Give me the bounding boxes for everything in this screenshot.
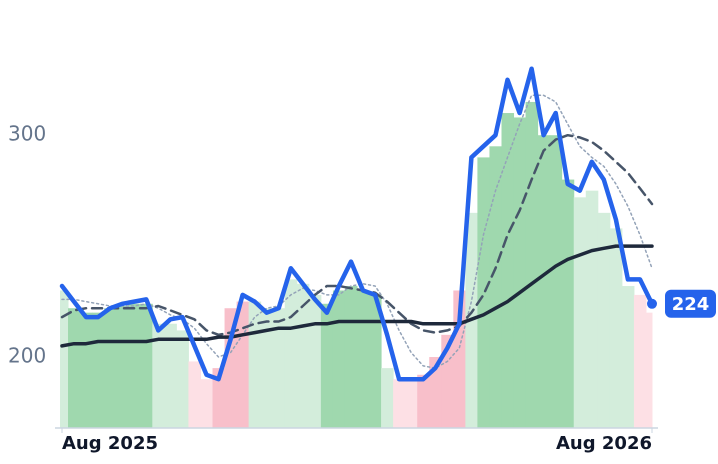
regime-bar <box>501 113 515 428</box>
regime-bar <box>597 212 611 428</box>
regime-bar <box>393 379 406 428</box>
series-line <box>59 66 655 382</box>
regime-bar <box>92 312 105 428</box>
value-label: 224 <box>672 294 710 315</box>
lines <box>59 66 655 382</box>
regime-bar <box>248 301 262 428</box>
regime-bar <box>525 101 539 428</box>
regime-bar <box>320 303 334 428</box>
regime-bar <box>573 197 587 428</box>
regime-bar <box>513 117 527 429</box>
regime-bar <box>489 146 502 428</box>
regime-bar <box>332 290 346 428</box>
regime-bar <box>381 368 394 428</box>
regime-bar <box>188 361 201 428</box>
regime-bar <box>417 374 430 428</box>
regime-bar <box>369 294 382 428</box>
regime-bar <box>405 379 418 428</box>
regime-bar <box>140 303 153 428</box>
regime-bar <box>152 323 165 428</box>
regime-bar <box>212 368 226 428</box>
regime-bar <box>80 312 93 428</box>
regime-bar <box>164 323 177 428</box>
regime-bar <box>477 157 490 428</box>
y-tick-label: 300 <box>8 122 46 146</box>
regime-bar <box>621 286 635 428</box>
regime-bar <box>549 135 563 428</box>
regime-bar <box>609 228 623 428</box>
regime-bar <box>561 179 575 428</box>
last-point <box>647 298 657 309</box>
regime-bar <box>236 301 250 428</box>
regime-bar <box>260 308 274 428</box>
regime-bar <box>68 308 81 428</box>
regime-bar <box>176 330 189 428</box>
regime-bar <box>128 303 141 428</box>
regime-bar <box>272 308 286 428</box>
regime-bar <box>645 312 653 428</box>
regime-bar <box>633 294 647 428</box>
series-line <box>60 133 654 337</box>
regime-bar <box>429 357 442 428</box>
regime-bar <box>200 379 214 428</box>
y-tick-label: 200 <box>8 344 46 368</box>
regime-bar <box>585 190 599 428</box>
regime-bar <box>308 294 322 428</box>
x-tick-label: Aug 2026 <box>556 433 652 454</box>
regime-bar <box>116 306 129 428</box>
regime-bar <box>60 290 69 428</box>
value-badge <box>665 289 716 318</box>
regime-bar <box>537 135 551 428</box>
regime-bar <box>344 286 358 428</box>
series-line <box>60 244 654 348</box>
regime-bar <box>284 279 298 428</box>
regime-bar <box>357 290 370 428</box>
regime-bar <box>104 308 117 428</box>
series-line <box>61 94 653 369</box>
x-tick-label: Aug 2025 <box>62 433 158 454</box>
regime-bar <box>296 283 310 428</box>
